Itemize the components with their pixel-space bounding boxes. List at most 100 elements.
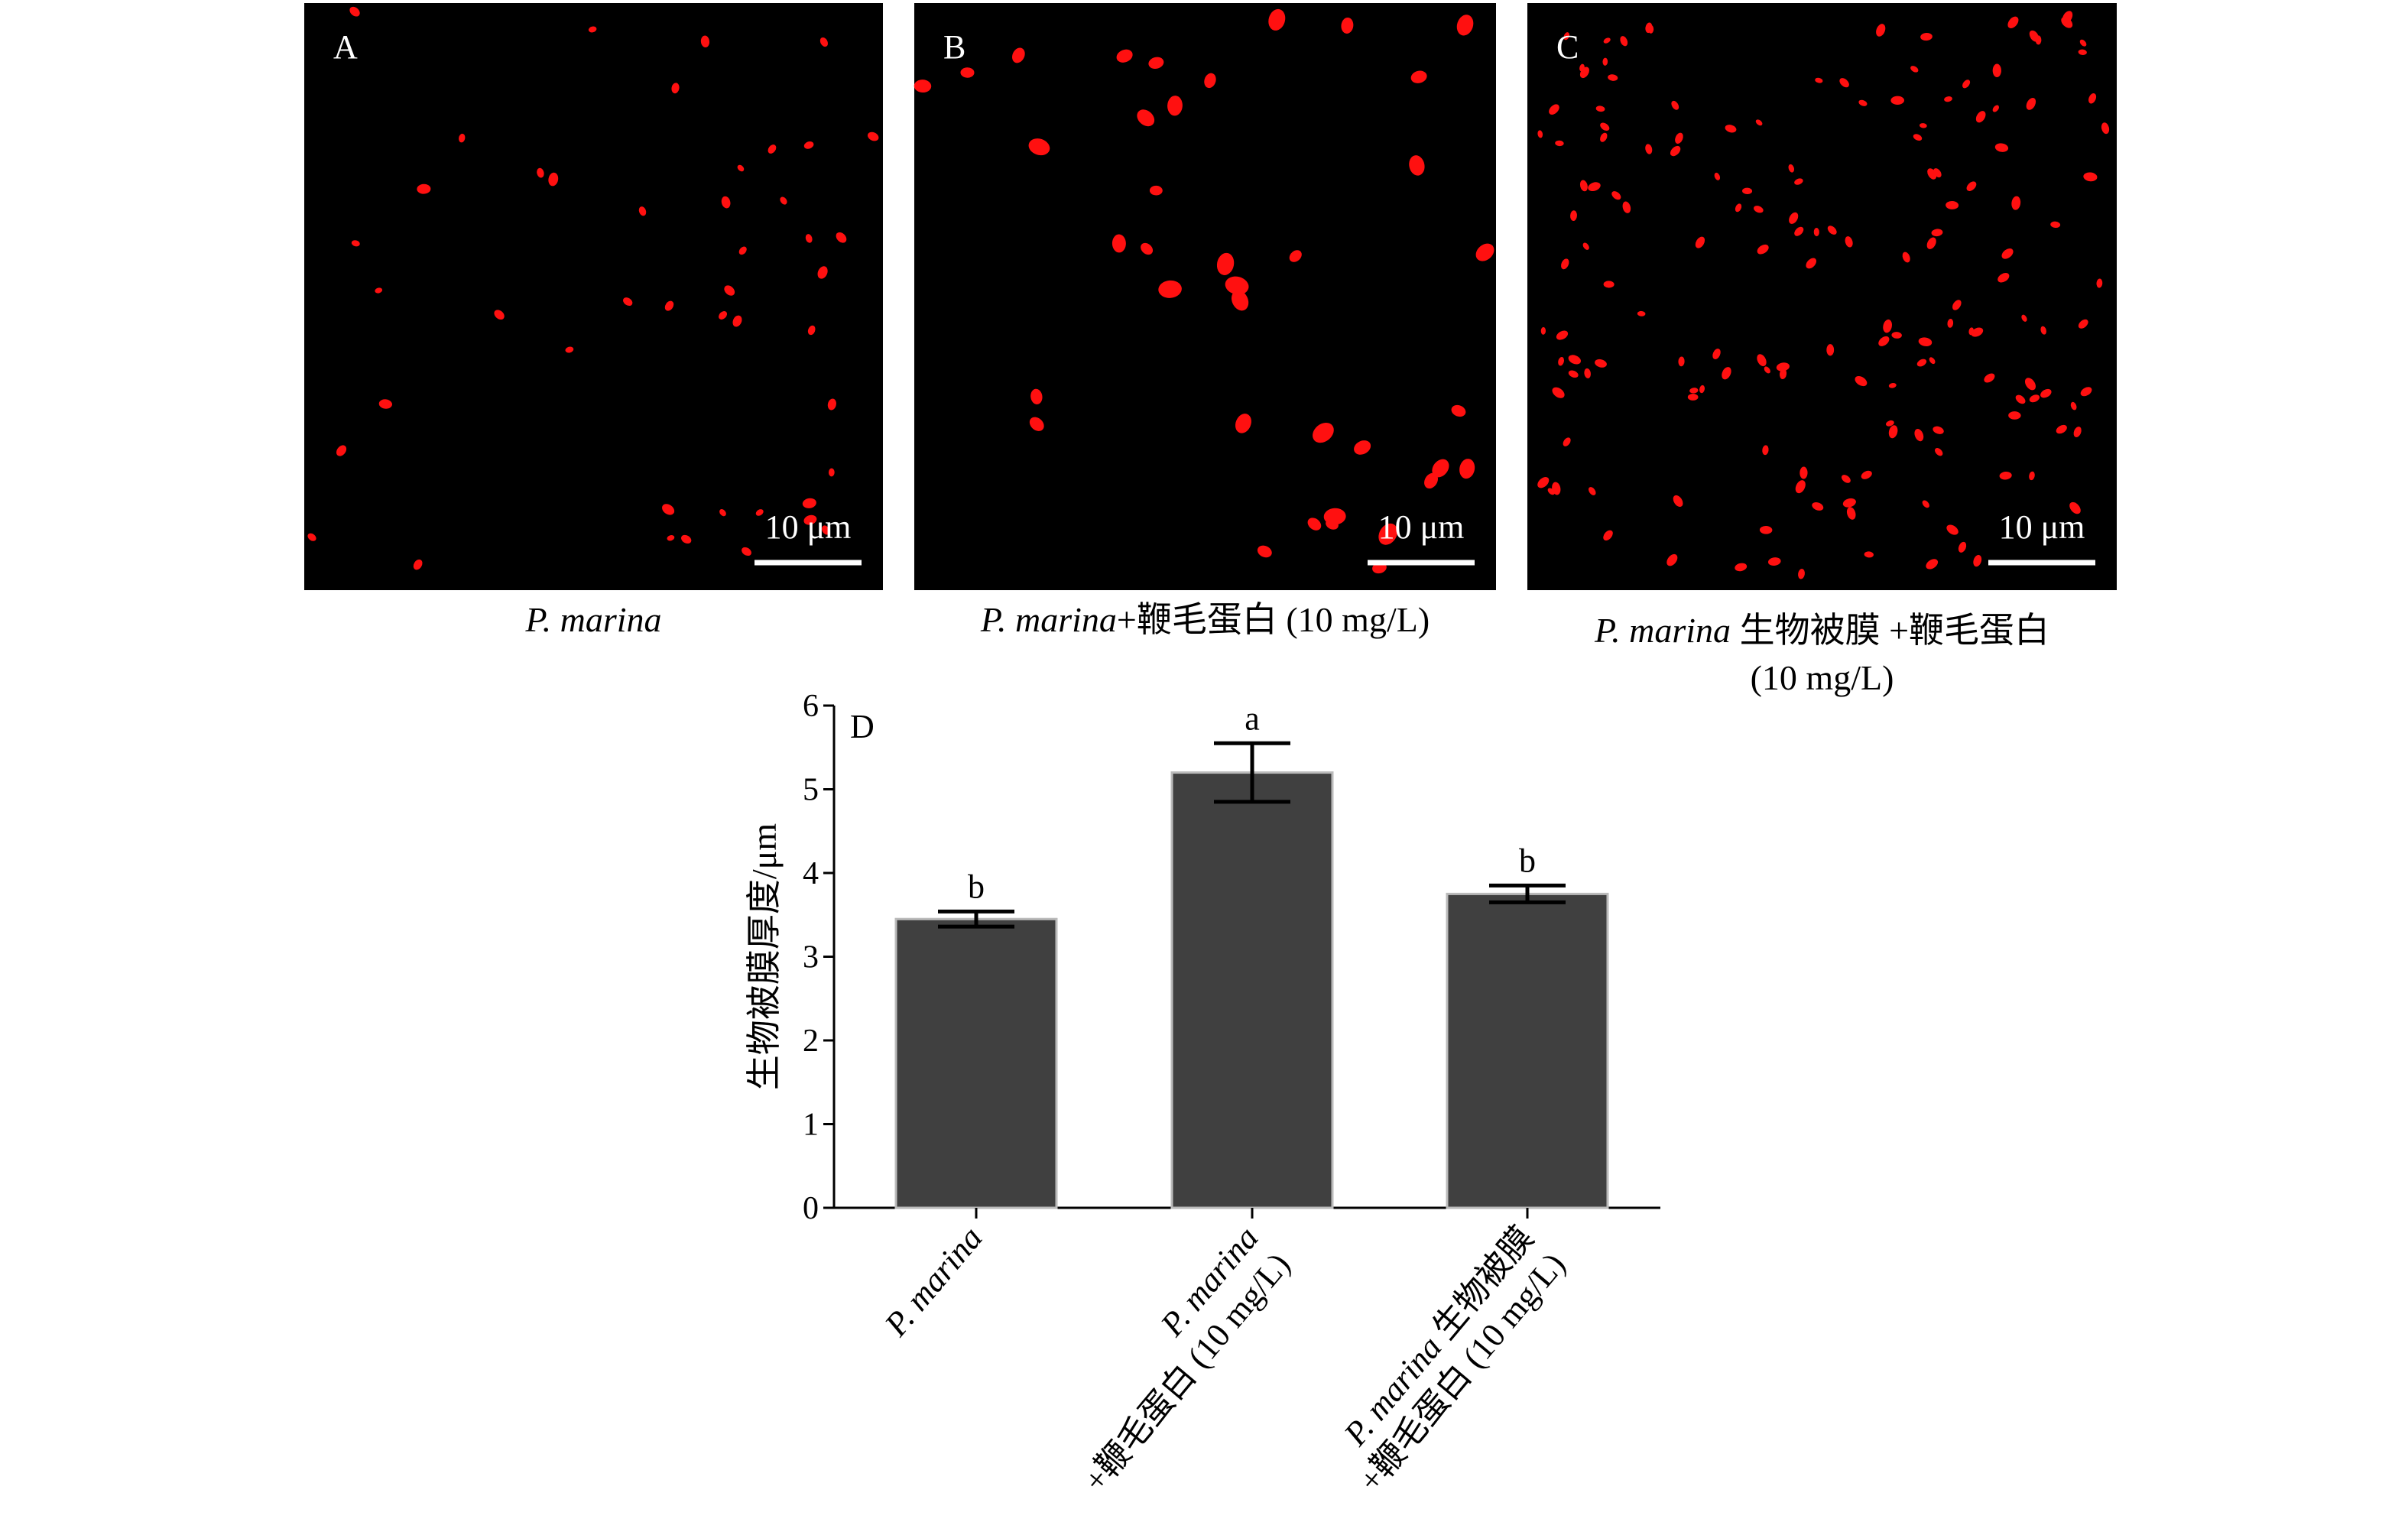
- cell: [1600, 122, 1610, 131]
- y-axis-label: 生物被膜厚度/μm: [745, 823, 784, 1090]
- cell: [2070, 401, 2077, 411]
- text-segment: P. marina: [980, 600, 1117, 639]
- cell: [1556, 330, 1569, 340]
- cell: [1855, 375, 1868, 387]
- cell: [1611, 191, 1621, 200]
- bar: [894, 917, 1058, 1209]
- cell: [2040, 388, 2052, 398]
- text-segment: 生物被膜 +鞭毛蛋白: [1731, 611, 2049, 650]
- cell: [1582, 242, 1589, 250]
- cell: [827, 398, 836, 411]
- cell: [802, 498, 816, 508]
- cell: [671, 83, 680, 94]
- micrograph: [1527, 3, 2117, 590]
- cell: [1666, 553, 1678, 566]
- y-tick-label: 6: [803, 689, 819, 724]
- cell: [1913, 134, 1923, 141]
- cell: [1992, 105, 2000, 112]
- cell: [1933, 168, 1942, 178]
- cell: [1890, 96, 1904, 105]
- cell: [417, 183, 431, 194]
- cell: [1687, 394, 1699, 401]
- cell: [1886, 420, 1894, 427]
- cell: [351, 240, 360, 247]
- cell: [1595, 359, 1607, 368]
- cell: [1888, 425, 1898, 439]
- cell: [1137, 109, 1155, 127]
- cell: [1926, 237, 1936, 249]
- panel-label: B: [943, 28, 965, 66]
- cell: [1755, 119, 1763, 126]
- significance-letter: b: [1519, 842, 1536, 879]
- cell: [1920, 32, 1933, 41]
- cell: [1947, 319, 1954, 328]
- cell: [2078, 49, 2087, 55]
- cell: [2073, 427, 2082, 437]
- cell: [1971, 327, 1984, 337]
- cell: [2069, 501, 2081, 514]
- cell: [1827, 226, 1837, 235]
- cell: [1966, 181, 1977, 191]
- cell: [2011, 196, 2021, 210]
- cell: [565, 346, 574, 353]
- cell: [1540, 326, 1546, 335]
- cell: [1958, 541, 1967, 553]
- cell: [548, 172, 559, 187]
- cell: [1919, 123, 1927, 128]
- cell: [1891, 332, 1902, 339]
- y-tick-label: 2: [803, 1024, 819, 1059]
- cell: [805, 234, 813, 243]
- cell: [1552, 482, 1561, 495]
- cell: [1714, 172, 1721, 180]
- cell: [1595, 105, 1605, 112]
- y-tick-label: 5: [803, 773, 819, 808]
- cell: [1845, 236, 1853, 248]
- cell: [1800, 466, 1808, 479]
- cell: [1935, 448, 1943, 456]
- significance-letter: a: [1245, 699, 1260, 737]
- text-segment: P. marina: [877, 1219, 990, 1344]
- y-tick-label: 4: [803, 856, 819, 891]
- cell: [2079, 39, 2087, 47]
- cell: [1776, 362, 1790, 372]
- cell: [2080, 387, 2092, 397]
- cell: [1812, 502, 1824, 511]
- cell: [1354, 440, 1371, 455]
- cell: [1648, 24, 1654, 34]
- cell: [1888, 382, 1897, 388]
- cell: [1603, 530, 1613, 541]
- cell: [1549, 104, 1559, 115]
- cell: [1289, 250, 1302, 262]
- y-tick-label: 0: [803, 1191, 819, 1226]
- cell: [1216, 252, 1235, 275]
- cell: [1754, 206, 1764, 213]
- cell: [1307, 518, 1322, 531]
- cell: [2021, 314, 2027, 322]
- cell: [1030, 388, 1043, 404]
- cell: [1767, 557, 1781, 566]
- y-tick-label: 3: [803, 940, 819, 975]
- cell: [819, 37, 828, 47]
- significance-letter: b: [968, 868, 985, 905]
- cell: [1994, 143, 2009, 152]
- cell: [1794, 178, 1803, 185]
- cell: [1944, 96, 1952, 102]
- cell: [1568, 355, 1581, 365]
- cell: [375, 287, 383, 294]
- cell: [1268, 8, 1286, 31]
- cell: [2029, 394, 2040, 403]
- cell: [1813, 228, 1819, 237]
- cell: [1561, 258, 1569, 270]
- cell: [1794, 226, 1804, 236]
- cell: [737, 164, 745, 172]
- cell: [1602, 57, 1608, 66]
- panel-label: D: [850, 708, 875, 745]
- cell: [768, 144, 777, 154]
- cell: [1029, 417, 1044, 431]
- cell: [1922, 500, 1929, 508]
- cell: [1608, 74, 1618, 81]
- cell: [1670, 145, 1681, 157]
- cell: [1313, 422, 1334, 443]
- cell: [1858, 99, 1868, 106]
- cell: [1757, 354, 1767, 367]
